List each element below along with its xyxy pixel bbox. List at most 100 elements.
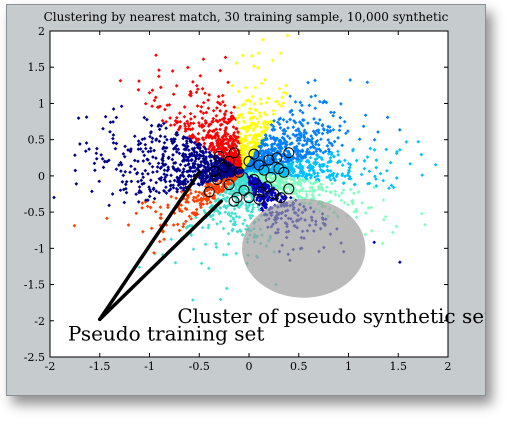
synthetic-point-c2 — [323, 149, 328, 154]
synthetic-point-c2 — [286, 126, 290, 130]
synthetic-point-c0 — [195, 104, 200, 108]
synthetic-point-c2 — [260, 138, 265, 143]
synthetic-point-c2 — [327, 140, 332, 145]
synthetic-point-c0 — [157, 68, 161, 72]
synthetic-point-c4 — [306, 178, 311, 183]
synthetic-point-c3 — [391, 185, 396, 190]
synthetic-point-c0 — [192, 114, 197, 119]
synthetic-point-c2 — [300, 123, 305, 128]
synthetic-point-c2 — [274, 157, 278, 162]
synthetic-point-c0 — [191, 121, 196, 126]
synthetic-point-c2 — [344, 131, 348, 136]
synthetic-point-c2 — [316, 143, 321, 147]
synthetic-point-c1 — [284, 91, 289, 96]
synthetic-point-c2 — [285, 134, 290, 138]
synthetic-point-c0 — [220, 135, 225, 140]
synthetic-point-c0 — [229, 135, 233, 140]
synthetic-point-c3 — [384, 147, 389, 152]
synthetic-point-c2 — [272, 141, 277, 146]
synthetic-point-c2 — [310, 136, 315, 141]
synthetic-point-c3 — [362, 166, 367, 171]
synthetic-point-c0 — [203, 119, 208, 123]
synthetic-point-c2 — [299, 134, 303, 138]
synthetic-point-c4 — [360, 201, 364, 205]
synthetic-point-c0 — [200, 136, 205, 140]
synthetic-point-c1 — [250, 144, 255, 149]
synthetic-point-c2 — [297, 120, 302, 124]
synthetic-point-c3 — [325, 164, 330, 169]
synthetic-point-c1 — [238, 131, 243, 136]
synthetic-point-c0 — [223, 146, 228, 151]
synthetic-point-c1 — [240, 137, 245, 142]
synthetic-point-c3 — [307, 159, 311, 164]
synthetic-point-c2 — [278, 144, 283, 148]
synthetic-point-c2 — [299, 155, 304, 160]
synthetic-point-c2 — [289, 109, 294, 113]
synthetic-point-c3 — [315, 153, 319, 158]
synthetic-point-c2 — [277, 117, 282, 122]
synthetic-point-c2 — [248, 159, 253, 164]
synthetic-point-c0 — [235, 139, 240, 143]
synthetic-point-c4 — [317, 193, 321, 197]
synthetic-point-c2 — [262, 143, 267, 148]
synthetic-point-c1 — [243, 137, 248, 142]
synthetic-point-c2 — [317, 147, 322, 151]
synthetic-point-c0 — [215, 100, 220, 105]
synthetic-point-c3 — [294, 159, 299, 164]
synthetic-point-c4 — [369, 205, 374, 210]
synthetic-point-c1 — [268, 119, 273, 124]
synthetic-point-c0 — [233, 150, 237, 155]
synthetic-point-c3 — [328, 177, 333, 182]
synthetic-point-c3 — [325, 175, 329, 180]
synthetic-point-c3 — [312, 171, 317, 176]
synthetic-point-c0 — [182, 122, 187, 126]
synthetic-point-c4 — [363, 211, 368, 215]
synthetic-point-c3 — [318, 164, 322, 169]
synthetic-point-c3 — [343, 158, 347, 163]
synthetic-point-c2 — [308, 138, 313, 143]
synthetic-point-c0 — [208, 134, 213, 138]
synthetic-point-c3 — [374, 165, 379, 170]
synthetic-point-c3 — [293, 173, 298, 177]
synthetic-point-c2 — [263, 133, 268, 137]
y-tick-label: -0.5 — [24, 206, 45, 219]
synthetic-point-c0 — [233, 162, 238, 167]
synthetic-point-c1 — [236, 106, 240, 110]
figure-window: Clustering by nearest match, 30 training… — [6, 4, 486, 396]
synthetic-point-c3 — [300, 166, 305, 171]
synthetic-point-c2 — [300, 110, 305, 115]
synthetic-point-c0 — [170, 69, 175, 73]
synthetic-point-c0 — [171, 92, 176, 97]
synthetic-point-c0 — [198, 109, 203, 114]
synthetic-point-c0 — [183, 127, 188, 131]
synthetic-point-c2 — [317, 118, 322, 122]
synthetic-point-c2 — [273, 154, 278, 159]
synthetic-point-c1 — [239, 149, 244, 154]
synthetic-point-c3 — [320, 169, 325, 174]
synthetic-point-c1 — [282, 90, 286, 95]
synthetic-point-c0 — [238, 163, 243, 168]
synthetic-point-c3 — [367, 169, 372, 174]
synthetic-point-c4 — [342, 200, 347, 205]
synthetic-point-c1 — [259, 125, 263, 130]
synthetic-point-c3 — [368, 146, 373, 151]
synthetic-point-c3 — [336, 153, 341, 157]
synthetic-point-c2 — [266, 147, 271, 152]
synthetic-point-c0 — [156, 74, 161, 79]
synthetic-point-c0 — [236, 130, 240, 134]
synthetic-point-c2 — [268, 156, 273, 161]
synthetic-point-c1 — [244, 129, 249, 134]
synthetic-point-c2 — [363, 113, 368, 118]
y-tick-label: 2 — [38, 25, 45, 38]
synthetic-point-c3 — [300, 164, 305, 169]
synthetic-point-c3 — [374, 177, 378, 181]
synthetic-point-c0 — [218, 127, 222, 132]
synthetic-point-c3 — [329, 150, 334, 155]
synthetic-point-c3 — [304, 159, 309, 164]
synthetic-point-c0 — [183, 124, 188, 129]
synthetic-point-c2 — [278, 126, 283, 130]
synthetic-point-c2 — [385, 115, 390, 120]
synthetic-point-c0 — [221, 148, 225, 153]
synthetic-point-c2 — [361, 124, 366, 129]
synthetic-point-c0 — [226, 80, 230, 85]
